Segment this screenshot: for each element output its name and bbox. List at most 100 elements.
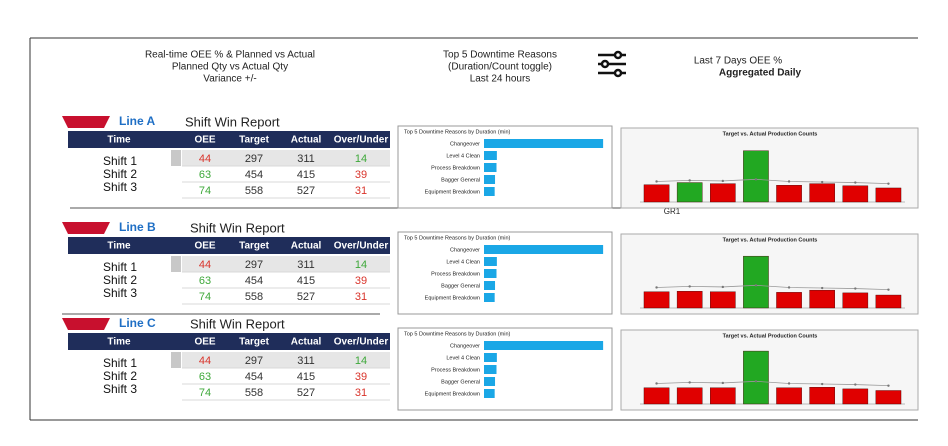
bar [710,183,736,203]
row-bg [182,150,390,166]
cell: 311 [297,259,315,271]
category-label: Process Breakdown [431,367,480,373]
category-label: Process Breakdown [431,271,480,277]
bar [842,292,869,309]
target-point [655,286,658,289]
target-point [754,178,758,181]
cell: 297 [245,259,263,271]
production-title: Target vs. Actual Production Counts [723,237,818,243]
header-note: Last 7 Days OEE % [694,56,782,67]
cell: 74 [199,291,211,303]
bar [484,269,497,278]
category-label: Bagger General [441,379,480,385]
shift-label: Shift 1 [103,260,137,274]
category-label: Bagger General [441,177,480,183]
column-header: Time [107,241,131,252]
column-header: Over/Under [334,241,389,252]
cell: 44 [199,153,211,165]
column-header: Over/Under [334,135,389,146]
table-header [68,237,390,254]
bar [484,377,496,386]
line-name: Line A [119,114,156,128]
target-point [854,287,857,290]
cell: 311 [297,355,315,367]
target-line [656,380,889,387]
column-header: OEE [194,337,215,348]
category-label: Equipment Breakdown [425,189,480,195]
bar [842,185,869,203]
bar [875,390,902,405]
target-point [655,382,658,385]
cell: 44 [199,259,211,271]
table-header [68,131,390,148]
cell: 39 [355,275,367,287]
category-label: Process Breakdown [431,165,480,171]
column-header: Over/Under [334,337,389,348]
cell: 14 [355,259,367,271]
column-header: Time [107,337,131,348]
cell: 297 [245,153,263,165]
settings-icon[interactable] [598,50,626,78]
target-point [688,381,691,384]
shift-label: Shift 2 [103,273,137,287]
bar [743,255,769,309]
line-name: Line C [119,316,156,330]
cell: 63 [199,169,211,181]
bar [484,293,495,302]
target-point [721,285,725,289]
header-note: Last 24 hours [470,74,531,85]
target-point [655,180,658,183]
bar [643,387,670,405]
target-point [854,181,857,184]
cell: 74 [199,185,211,197]
bar [776,387,802,405]
category-label: Changeover [450,247,480,253]
shift-label: Shift 3 [103,382,137,396]
bar [484,353,497,362]
bar [875,294,902,309]
cell: 31 [355,387,367,399]
bar [484,151,497,160]
target-point [887,182,890,185]
bar [842,388,869,405]
target-line [656,284,889,291]
cell: 454 [245,275,263,287]
bar [710,387,736,405]
header-note: (Duration/Count toggle) [448,62,552,73]
bar [484,281,496,290]
report-title: Shift Win Report [190,316,285,331]
target-point [754,380,758,383]
header-note: Top 5 Downtime Reasons [443,50,557,61]
header-note: Planned Qty vs Actual Qty [172,62,288,73]
target-point [887,384,890,387]
downtime-title: Top 5 Downtime Reasons by Duration (min) [404,129,511,135]
category-label: Level 4 Clean [446,259,480,265]
cell: 297 [245,355,263,367]
shift-label: Shift 3 [103,180,137,194]
category-label: Equipment Breakdown [425,391,480,397]
bar [710,291,736,309]
shift-label: Shift 2 [103,369,137,383]
target-point [820,180,824,184]
cell: 558 [245,185,263,197]
shift-label: Shift 2 [103,167,137,181]
bar [809,183,835,203]
cell: 63 [199,275,211,287]
target-line [656,178,889,185]
bar [484,341,604,350]
cell: 31 [355,185,367,197]
category-label: Changeover [450,343,480,349]
row-bg [182,352,390,368]
production-card [620,127,919,209]
cell: 454 [245,169,263,181]
cell: 311 [297,153,315,165]
cell: 14 [355,355,367,367]
cell: 415 [297,371,315,383]
cell: 558 [245,387,263,399]
bar [743,150,769,203]
row-marker [171,150,181,166]
ribbon [62,318,110,330]
bar [676,182,703,203]
category-label: Level 4 Clean [446,355,480,361]
